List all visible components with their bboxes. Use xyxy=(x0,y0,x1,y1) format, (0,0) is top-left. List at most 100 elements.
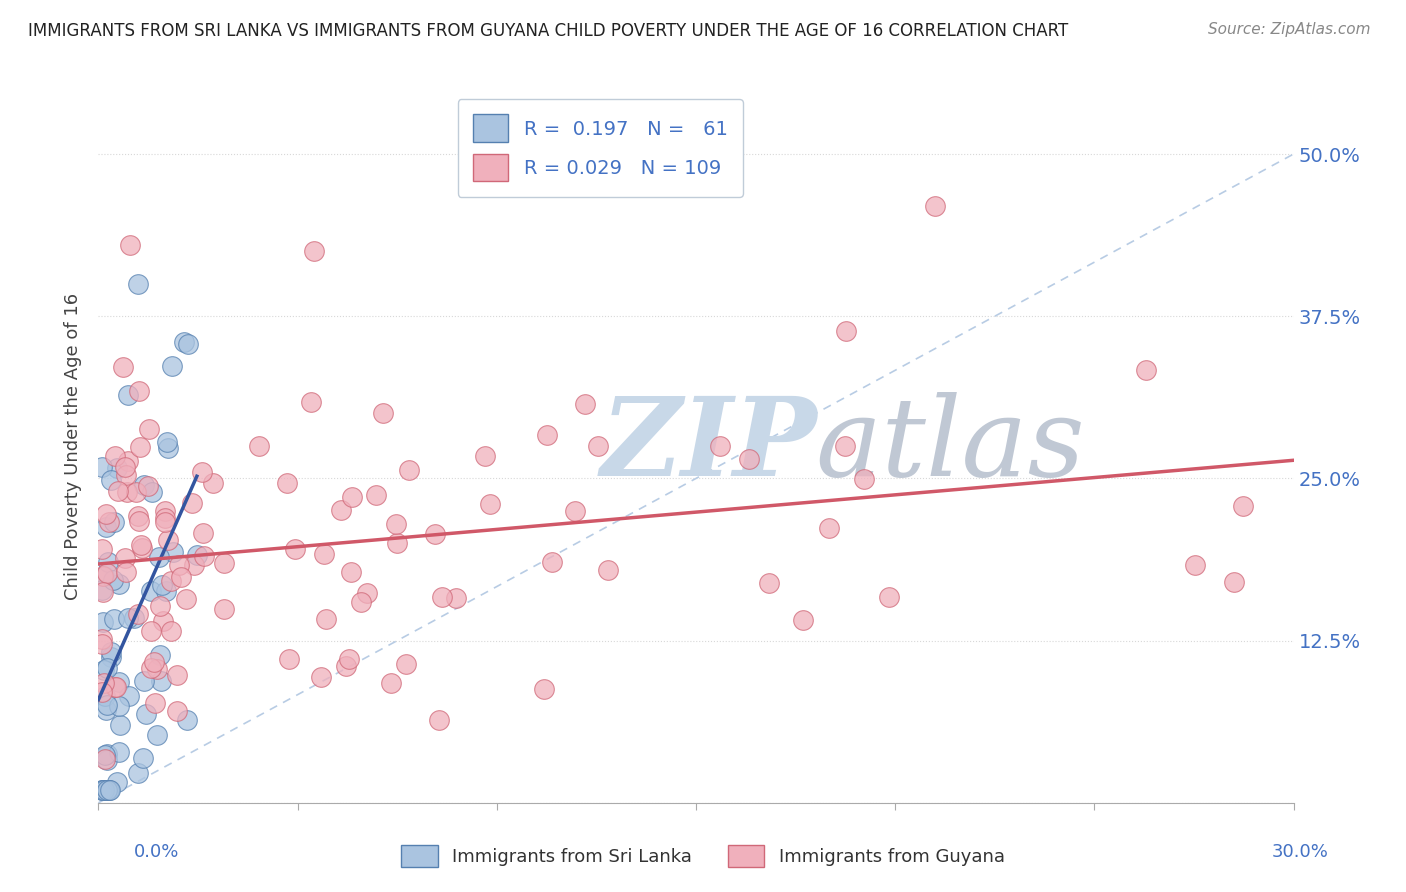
Point xyxy=(117,454,139,468)
Point xyxy=(191,466,214,480)
Point xyxy=(167,558,190,572)
Point xyxy=(574,397,596,411)
Point xyxy=(193,549,215,564)
Point xyxy=(276,476,298,491)
Point xyxy=(91,582,114,597)
Point xyxy=(91,782,114,797)
Point xyxy=(108,718,131,732)
Point xyxy=(94,520,117,534)
Point xyxy=(97,782,120,797)
Point xyxy=(586,439,609,453)
Text: atlas: atlas xyxy=(815,392,1085,500)
Point xyxy=(93,569,115,583)
Point xyxy=(108,577,131,591)
Point xyxy=(738,451,761,466)
Point xyxy=(125,484,148,499)
Point xyxy=(202,475,225,490)
Point xyxy=(115,566,138,580)
Point xyxy=(98,515,121,529)
Point xyxy=(100,650,122,665)
Point xyxy=(474,450,496,464)
Point xyxy=(142,656,165,670)
Text: Source: ZipAtlas.com: Source: ZipAtlas.com xyxy=(1208,22,1371,37)
Point xyxy=(385,536,408,550)
Point xyxy=(162,544,184,558)
Point xyxy=(153,515,176,529)
Legend: R =  0.197   N =   61, R = 0.029   N = 109: R = 0.197 N = 61, R = 0.029 N = 109 xyxy=(457,99,744,197)
Point xyxy=(96,782,118,797)
Point xyxy=(337,652,360,666)
Point xyxy=(160,624,183,638)
Point xyxy=(105,775,128,789)
Point xyxy=(877,590,900,604)
Point xyxy=(115,485,138,500)
Point xyxy=(127,509,149,524)
Point xyxy=(145,696,167,710)
Point xyxy=(104,680,127,694)
Point xyxy=(533,681,555,696)
Point xyxy=(139,624,162,639)
Point xyxy=(186,548,208,562)
Point xyxy=(212,556,235,570)
Point xyxy=(315,612,337,626)
Point xyxy=(444,591,467,605)
Point xyxy=(107,461,129,475)
Point xyxy=(128,514,150,528)
Point xyxy=(131,541,153,556)
Point xyxy=(278,651,301,665)
Point xyxy=(183,558,205,573)
Point xyxy=(91,782,114,797)
Point xyxy=(91,584,114,599)
Point xyxy=(103,449,125,463)
Point xyxy=(141,484,163,499)
Point xyxy=(398,462,420,476)
Point xyxy=(166,668,188,682)
Point xyxy=(141,583,163,598)
Point xyxy=(173,334,195,349)
Point xyxy=(160,574,183,589)
Point xyxy=(91,615,114,629)
Point xyxy=(155,503,177,517)
Point xyxy=(103,612,125,626)
Point xyxy=(135,707,157,722)
Point xyxy=(115,468,138,483)
Point xyxy=(1184,558,1206,572)
Point xyxy=(146,662,169,676)
Point xyxy=(98,782,121,797)
Point xyxy=(114,460,136,475)
Point xyxy=(94,690,117,704)
Point xyxy=(427,714,450,728)
Point xyxy=(131,751,153,765)
Point xyxy=(835,324,858,338)
Point xyxy=(100,473,122,487)
Point xyxy=(120,238,142,252)
Point xyxy=(93,747,115,762)
Point xyxy=(384,517,406,532)
Point xyxy=(127,277,149,291)
Point xyxy=(247,439,270,453)
Point xyxy=(596,563,619,577)
Text: 0.0%: 0.0% xyxy=(134,843,179,861)
Point xyxy=(177,336,200,351)
Point xyxy=(853,472,876,486)
Point xyxy=(709,439,731,453)
Point xyxy=(425,527,447,541)
Point xyxy=(335,659,357,673)
Point xyxy=(108,745,131,759)
Point xyxy=(153,511,176,525)
Point xyxy=(299,395,322,409)
Point xyxy=(91,569,114,583)
Point xyxy=(100,645,122,659)
Point xyxy=(1232,499,1254,513)
Point xyxy=(373,406,395,420)
Point xyxy=(127,607,149,622)
Point xyxy=(91,685,114,699)
Point xyxy=(174,592,197,607)
Point xyxy=(91,632,114,646)
Point xyxy=(136,478,159,492)
Point xyxy=(309,670,332,684)
Text: IMMIGRANTS FROM SRI LANKA VS IMMIGRANTS FROM GUYANA CHILD POVERTY UNDER THE AGE : IMMIGRANTS FROM SRI LANKA VS IMMIGRANTS … xyxy=(28,22,1069,40)
Point xyxy=(834,439,856,453)
Point xyxy=(157,441,180,455)
Point xyxy=(155,584,177,599)
